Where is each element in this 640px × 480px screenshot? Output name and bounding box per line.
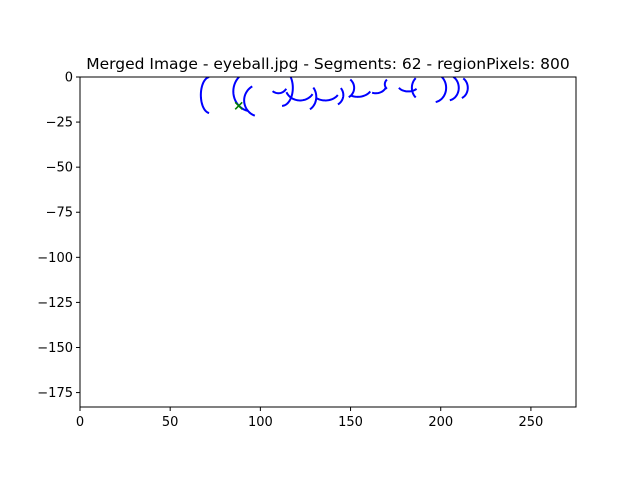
y-tick-label: 0 bbox=[65, 71, 73, 86]
plot-area bbox=[79, 76, 577, 408]
y-tick-label: −75 bbox=[46, 206, 73, 221]
y-tick-label: −175 bbox=[37, 386, 73, 401]
arc-segment bbox=[337, 87, 345, 106]
data-layer bbox=[199, 77, 469, 117]
arc-segment bbox=[398, 87, 418, 93]
arc-segment bbox=[285, 91, 314, 102]
y-tick-label: −50 bbox=[46, 161, 73, 176]
arc-segment bbox=[435, 77, 448, 103]
x-tick-label: 50 bbox=[162, 415, 179, 430]
x-tick-label: 0 bbox=[76, 415, 84, 430]
arc-segment bbox=[243, 85, 256, 117]
arc-segment bbox=[371, 86, 387, 95]
y-tick-label: −100 bbox=[37, 251, 73, 266]
x-tick-label: 250 bbox=[518, 415, 543, 430]
y-tick-label: −25 bbox=[46, 116, 73, 131]
x-tick-label: 150 bbox=[338, 415, 363, 430]
arc-segment bbox=[383, 78, 388, 90]
arc-segment bbox=[348, 78, 356, 99]
arc-segment bbox=[461, 77, 469, 99]
chart-title: Merged Image - eyeball.jpg - Segments: 6… bbox=[86, 55, 570, 73]
axes-frame bbox=[79, 76, 577, 408]
arc-segment bbox=[410, 77, 417, 99]
y-axis: 0 −25 −50 −75 −100 −125 −150 −175 bbox=[37, 71, 80, 401]
x-tick-label: 200 bbox=[428, 415, 453, 430]
arc-segment bbox=[449, 77, 460, 102]
y-tick-label: −125 bbox=[37, 296, 73, 311]
arc-segment bbox=[281, 77, 294, 107]
arc-segment bbox=[350, 90, 372, 98]
x-marker bbox=[234, 101, 243, 110]
x-axis: 0 50 100 150 200 250 bbox=[76, 407, 543, 430]
arc-segment bbox=[309, 86, 318, 111]
arc-segment bbox=[199, 77, 210, 114]
x-tick-label: 100 bbox=[248, 415, 273, 430]
arc-segment bbox=[271, 88, 288, 95]
y-tick-label: −150 bbox=[37, 341, 73, 356]
arc-segment bbox=[315, 94, 339, 102]
